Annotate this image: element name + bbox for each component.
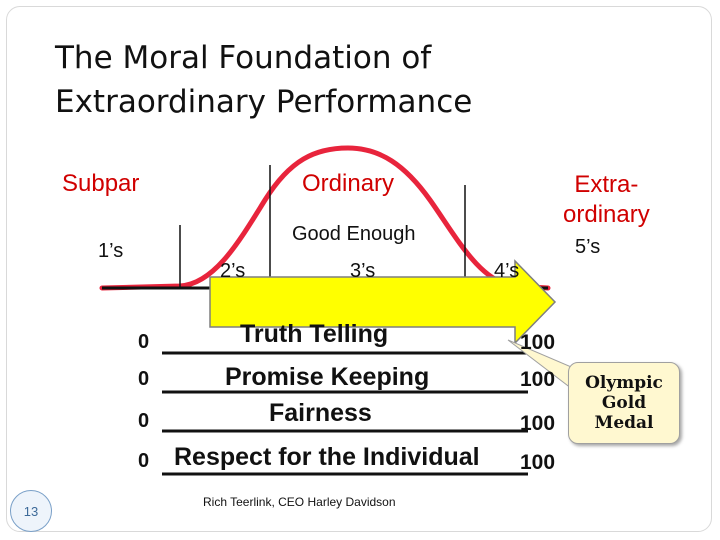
- value-2-label: Promise Keeping: [225, 363, 430, 391]
- slide-number-badge: 13: [10, 490, 52, 532]
- rating-twos: 2’s: [220, 260, 246, 282]
- callout-line-2: Gold: [601, 393, 647, 413]
- value-4-max: 100: [520, 451, 556, 474]
- slide-frame: [6, 6, 712, 532]
- value-1-min: 0: [138, 331, 150, 353]
- value-4-label: Respect for the Individual: [174, 443, 480, 471]
- slide-title: The Moral Foundation of Extraordinary Pe…: [55, 36, 472, 124]
- value-1-max: 100: [520, 331, 556, 354]
- category-extraordinary: Extra- ordinary: [563, 170, 650, 230]
- title-line-2: Extraordinary Performance: [55, 84, 473, 120]
- value-4-min: 0: [138, 450, 150, 472]
- bell-curve: [99, 145, 551, 291]
- olympic-gold-medal-callout: Olympic Gold Medal: [568, 362, 680, 444]
- category-ordinary: Ordinary: [302, 170, 395, 197]
- value-2-min: 0: [138, 368, 150, 390]
- slide-number: 13: [23, 503, 39, 519]
- progress-arrow: [209, 259, 557, 345]
- value-3-label: Fairness: [269, 399, 372, 427]
- rating-fives: 5’s: [575, 236, 601, 258]
- callout-line-3: Medal: [594, 413, 654, 433]
- value-3-max: 100: [520, 412, 556, 435]
- category-subpar: Subpar: [62, 170, 140, 197]
- category-extraordinary-line-2: ordinary: [563, 201, 650, 228]
- rating-fours: 4’s: [494, 260, 520, 282]
- rating-threes: 3’s: [350, 260, 376, 282]
- category-extraordinary-line-1: Extra-: [574, 171, 639, 198]
- title-line-1: The Moral Foundation of: [55, 40, 432, 76]
- value-2-max: 100: [520, 368, 556, 391]
- credit-text: Rich Teerlink, CEO Harley Davidson: [203, 495, 396, 509]
- value-1-label: Truth Telling: [240, 320, 389, 348]
- callout-line-1: Olympic: [585, 373, 663, 393]
- good-enough-label: Good Enough: [292, 223, 416, 245]
- value-3-min: 0: [138, 410, 150, 432]
- rating-ones: 1’s: [98, 240, 124, 262]
